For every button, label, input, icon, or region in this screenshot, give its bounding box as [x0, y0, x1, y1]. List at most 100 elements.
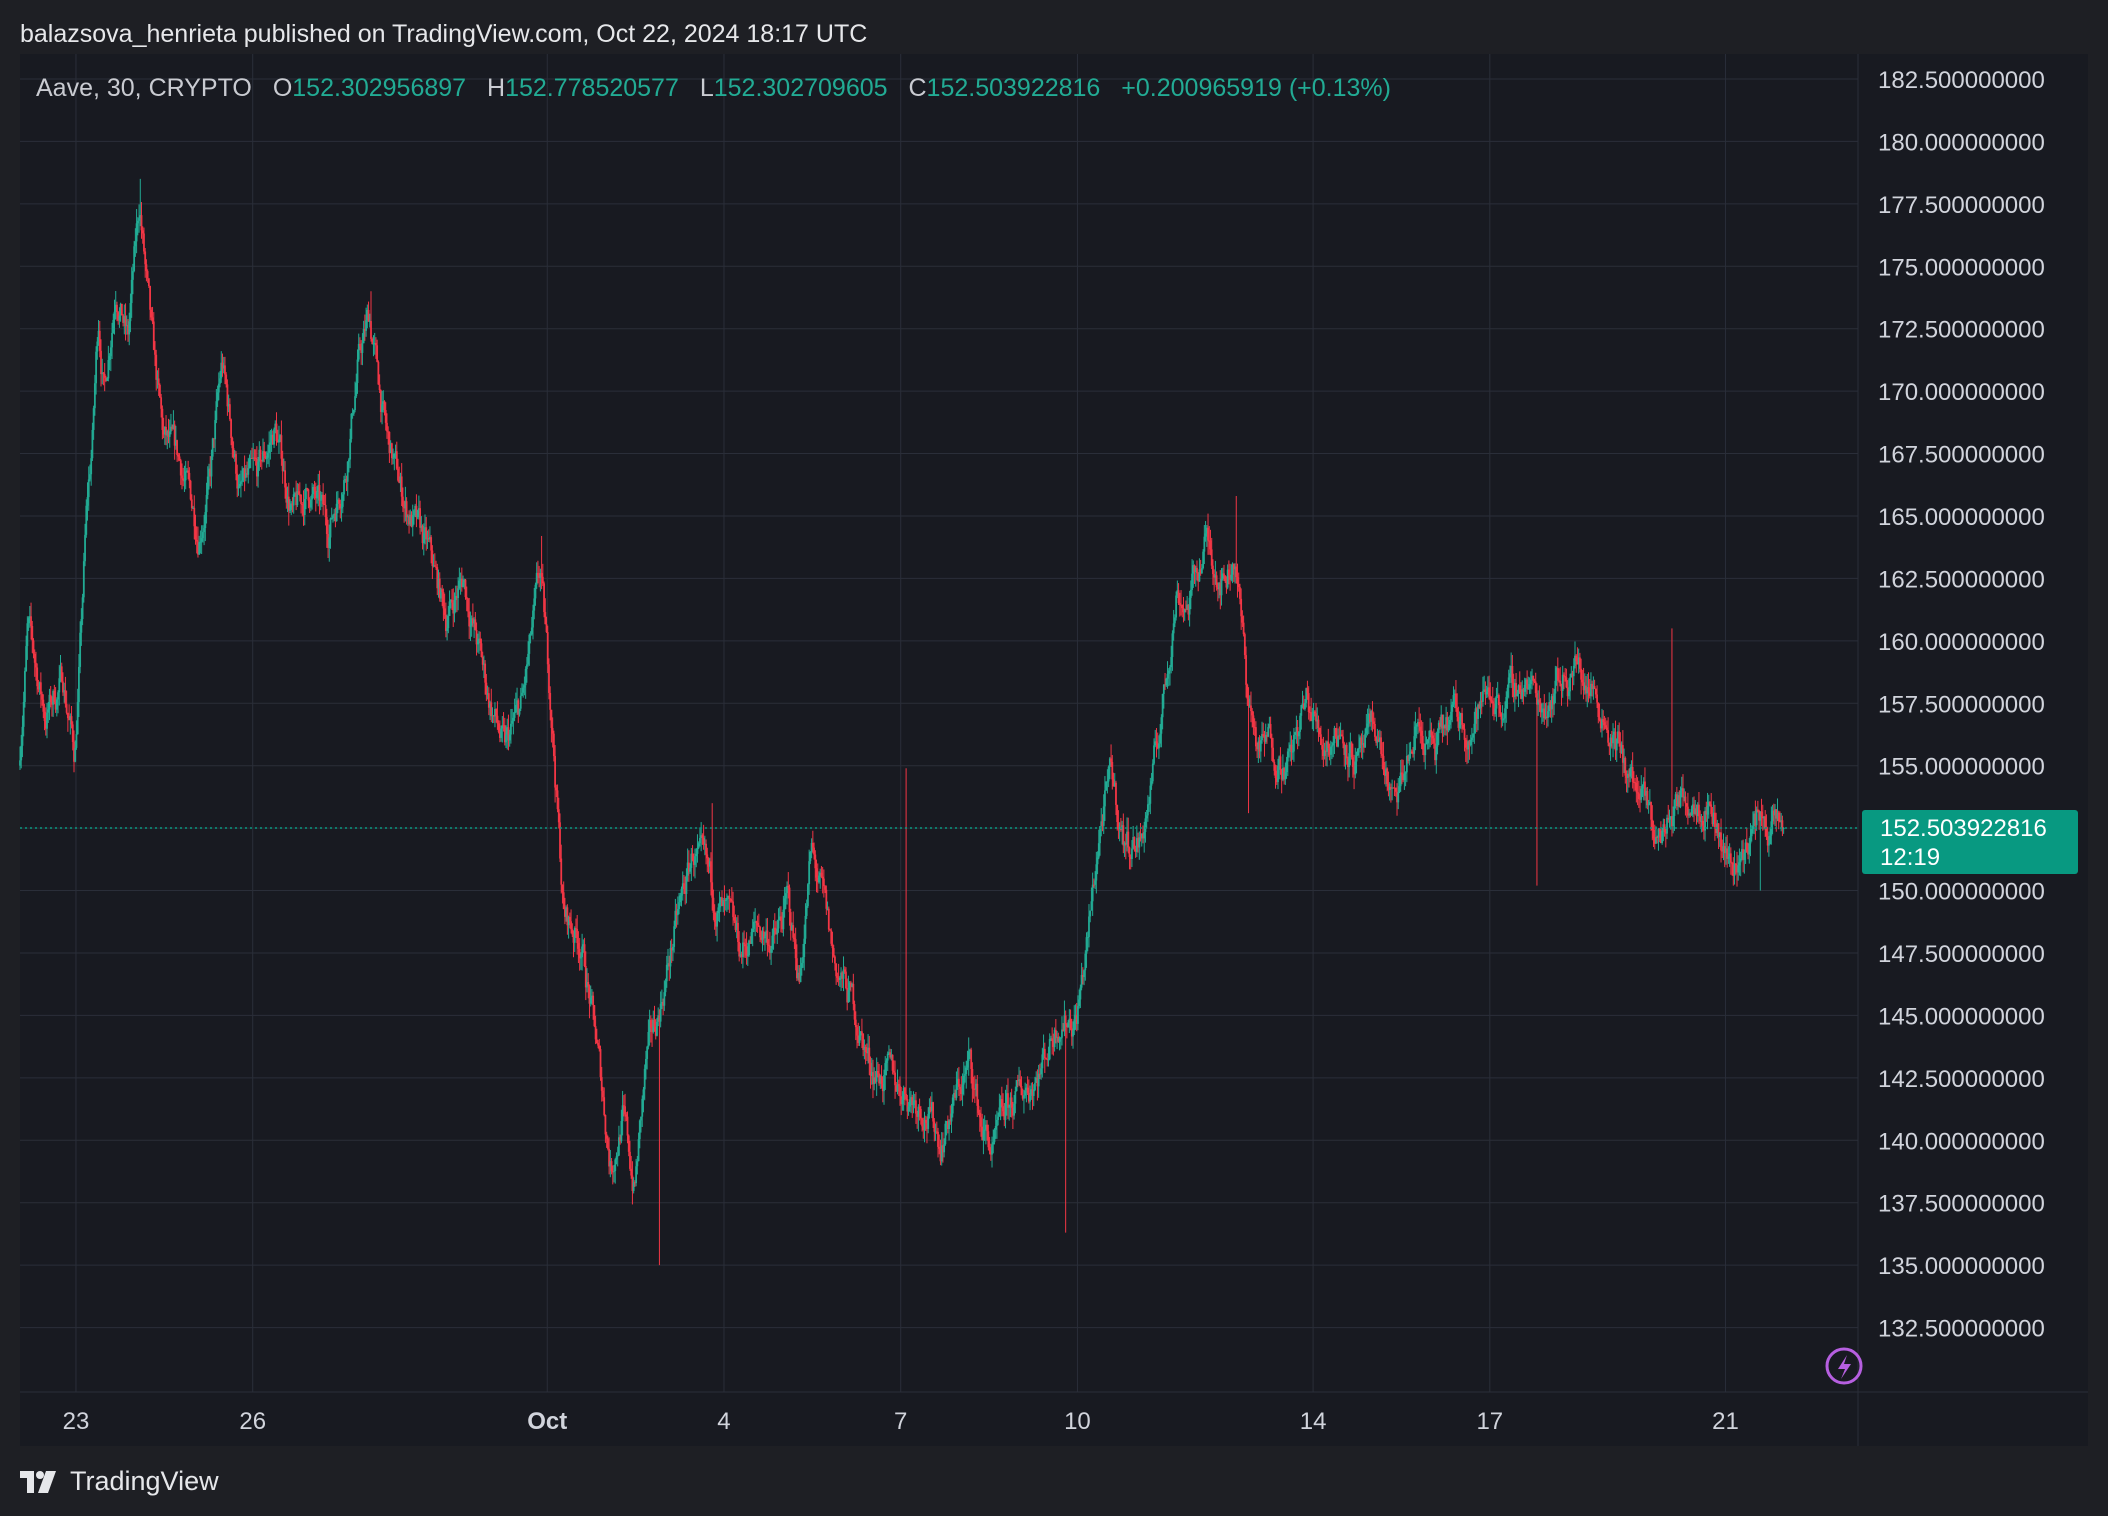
candle-body: [344, 478, 347, 481]
candle-body: [1149, 785, 1152, 804]
candle-body: [413, 510, 415, 516]
lightning-bolt-icon[interactable]: [1825, 1347, 1863, 1385]
candle-body: [615, 1156, 618, 1160]
candle-body: [1064, 1015, 1067, 1025]
candle-body: [982, 1130, 985, 1141]
candle-body: [1651, 819, 1654, 831]
tradingview-logo-icon: [20, 1470, 56, 1493]
candle-body: [1191, 573, 1193, 590]
candle-body: [340, 506, 343, 509]
candle-body: [613, 1171, 615, 1173]
candle-body: [133, 246, 136, 272]
candle-body: [733, 917, 736, 921]
candle-body: [1123, 842, 1126, 846]
candle-body: [1593, 686, 1596, 689]
candle-body: [546, 632, 549, 665]
candle-body: [1766, 836, 1769, 846]
candle-body: [638, 1120, 641, 1140]
candle-body: [114, 304, 117, 312]
candle-body: [1459, 713, 1462, 722]
footer-brand[interactable]: TradingView: [20, 1466, 219, 1497]
candle-body: [1322, 749, 1325, 756]
candle-body: [74, 747, 77, 762]
candle-body: [807, 884, 809, 907]
candle-body: [1685, 803, 1688, 807]
candle-body: [793, 937, 796, 940]
candle-body: [53, 690, 56, 702]
candle-body: [382, 401, 385, 405]
candle-body: [1745, 842, 1748, 852]
candle-body: [303, 499, 306, 516]
candle-body: [1003, 1111, 1006, 1120]
candle-body: [846, 988, 849, 1003]
candle-body: [1231, 563, 1234, 575]
last-price-tag: 152.503922816 12:19: [1862, 810, 2078, 875]
candle-body: [1369, 713, 1371, 722]
candle-body: [1458, 721, 1461, 728]
price-axis[interactable]: 132.500000000 135.000000000 137.500000000 1…: [1878, 67, 2045, 1343]
candle-body: [891, 1054, 894, 1071]
candle-body: [230, 419, 232, 439]
candle-body: [545, 624, 548, 633]
candle-body: [1340, 734, 1343, 737]
candle-body: [1666, 817, 1668, 834]
candle-body: [1445, 717, 1448, 729]
candle-body: [438, 578, 441, 599]
candle-body: [1151, 763, 1154, 782]
candle-body: [1782, 828, 1785, 830]
candle-body: [508, 734, 511, 741]
candle-body: [576, 928, 579, 944]
candle-body: [484, 663, 487, 683]
candle-body: [996, 1119, 998, 1126]
symbol-label[interactable]: Aave, 30, CRYPTO: [36, 74, 252, 102]
candle-body: [1204, 533, 1207, 537]
candle-body: [162, 429, 165, 435]
candle-body: [696, 847, 699, 854]
candle-body: [1515, 683, 1517, 697]
candle-body: [1316, 719, 1319, 722]
candle-body: [674, 910, 677, 927]
candle-body: [630, 1168, 633, 1176]
candle-body: [122, 315, 124, 323]
candle-body: [930, 1102, 933, 1112]
candle-body: [1511, 666, 1514, 683]
candle-body: [1526, 679, 1529, 689]
candle-body: [993, 1129, 996, 1143]
y-tick-label: 157.500000000: [1878, 691, 2045, 718]
candle-body: [224, 365, 226, 375]
candle-body: [436, 567, 439, 589]
candle-body: [192, 507, 194, 509]
candle-body: [1170, 657, 1173, 668]
candle-body: [251, 457, 253, 459]
candle-body: [913, 1100, 916, 1102]
candle-body: [1117, 822, 1120, 830]
candle-body: [1108, 758, 1111, 767]
candle-body: [365, 320, 367, 331]
candle-body: [130, 279, 133, 304]
candle-body: [1472, 733, 1475, 738]
candle-body: [292, 494, 295, 506]
candle-body: [519, 695, 522, 709]
candle-body: [265, 457, 268, 459]
candle-body: [349, 438, 352, 460]
candle-body: [922, 1126, 925, 1131]
candle-body: [497, 723, 500, 732]
candle-body: [621, 1105, 624, 1122]
candle-body: [341, 494, 344, 507]
candle-body: [1521, 689, 1524, 699]
candle-body: [280, 435, 283, 459]
candle-body: [700, 835, 703, 839]
chart-panel[interactable]: [20, 54, 2088, 1446]
candle-body: [784, 893, 787, 899]
candle-body: [1047, 1059, 1050, 1061]
brand-name: TradingView: [70, 1466, 219, 1496]
candle-body: [144, 251, 147, 265]
candle-body: [1533, 680, 1536, 682]
candle-body: [1078, 999, 1081, 1007]
candle-body: [869, 1062, 872, 1076]
time-axis[interactable]: 23 26 Oct 4 7 10 14 17 21: [20, 54, 2088, 1446]
candle-body: [652, 1019, 655, 1033]
candle-body: [1728, 853, 1731, 857]
candle-body: [1407, 755, 1409, 761]
